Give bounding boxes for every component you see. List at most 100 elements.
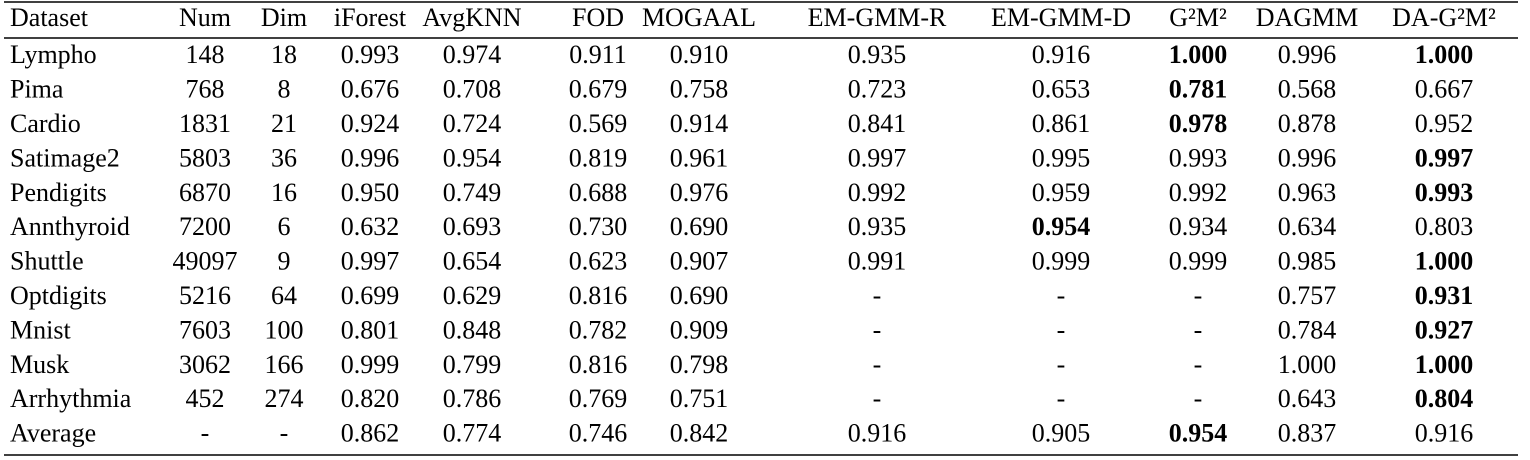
table-cell: 0.907 <box>670 247 729 276</box>
table-cell: - <box>1194 281 1203 310</box>
table-cell: - <box>1194 350 1203 379</box>
row-label: Mnist <box>10 315 71 344</box>
table-cell: 0.914 <box>670 109 729 138</box>
table-cell: 0.786 <box>443 384 502 413</box>
table-cell: 0.992 <box>1169 178 1228 207</box>
table-cell: - <box>280 419 289 448</box>
table-cell: - <box>1057 384 1066 413</box>
row-label: Shuttle <box>10 247 84 276</box>
table-cell: 0.992 <box>848 178 907 207</box>
table-cell: 0.997 <box>341 247 400 276</box>
table-cell: 0.799 <box>443 350 502 379</box>
header-cell: EM-GMM-R <box>808 3 947 32</box>
table-cell: 0.667 <box>1415 75 1474 104</box>
table-cell: 0.782 <box>569 315 628 344</box>
table-cell: - <box>873 281 882 310</box>
table-cell: 0.693 <box>443 212 502 241</box>
table-cell: 0.996 <box>1278 40 1337 69</box>
table-cell: 0.993 <box>1169 143 1228 172</box>
table-cell: 0.819 <box>569 143 628 172</box>
table-cell: 0.798 <box>670 350 729 379</box>
table-cell: 1.000 <box>1278 350 1337 379</box>
table-cell: 9 <box>278 247 291 276</box>
table-cell: 0.916 <box>1032 40 1091 69</box>
row-label: Optdigits <box>10 281 107 310</box>
table-cell: 0.959 <box>1032 178 1091 207</box>
table-cell: 7603 <box>179 315 231 344</box>
table-cell: 0.993 <box>1415 178 1474 207</box>
row-label: Pendigits <box>10 178 107 207</box>
table-cell: 0.997 <box>1415 143 1474 172</box>
table-cell: 0.623 <box>569 247 628 276</box>
table-cell: 0.848 <box>443 315 502 344</box>
table-cell: 64 <box>271 281 297 310</box>
table-cell: 0.816 <box>569 281 628 310</box>
table-cell: 0.909 <box>670 315 729 344</box>
row-label: Pima <box>10 75 64 104</box>
table-cell: - <box>1194 384 1203 413</box>
table-cell: 0.801 <box>341 315 400 344</box>
table-cell: 16 <box>271 178 297 207</box>
table-cell: 0.749 <box>443 178 502 207</box>
table-cell: 1.000 <box>1169 40 1228 69</box>
table-cell: 166 <box>265 350 304 379</box>
table-cell: 18 <box>271 40 297 69</box>
header-cell: FOD <box>572 3 624 32</box>
table-cell: 0.708 <box>443 75 502 104</box>
table-cell: - <box>873 384 882 413</box>
table-cell: - <box>873 315 882 344</box>
table-cell: 1.000 <box>1415 40 1474 69</box>
table-cell: 274 <box>265 384 304 413</box>
table-cell: 452 <box>186 384 225 413</box>
table-cell: 0.842 <box>670 419 729 448</box>
table-cell: - <box>201 419 210 448</box>
table-cell: - <box>1057 315 1066 344</box>
header-cell: MOGAAL <box>642 3 756 32</box>
table-cell: 1.000 <box>1415 247 1474 276</box>
table-cell: 0.676 <box>341 75 400 104</box>
table-cell: 0.996 <box>1278 143 1337 172</box>
table-cell: 0.862 <box>341 419 400 448</box>
table-cell: 0.952 <box>1415 109 1474 138</box>
table-cell: - <box>1194 315 1203 344</box>
table-cell: 0.757 <box>1278 281 1337 310</box>
table-cell: 0.954 <box>1032 212 1091 241</box>
table-cell: 0.997 <box>848 143 907 172</box>
table-cell: 0.690 <box>670 212 729 241</box>
table-cell: 0.996 <box>341 143 400 172</box>
table-cell: 0.935 <box>848 40 907 69</box>
table-cell: 21 <box>271 109 297 138</box>
header-cell: G²M² <box>1169 3 1227 32</box>
table-cell: 0.803 <box>1415 212 1474 241</box>
table-cell: 49097 <box>173 247 238 276</box>
table-cell: 0.569 <box>569 109 628 138</box>
table-cell: 0.730 <box>569 212 628 241</box>
table-cell: 0.632 <box>341 212 400 241</box>
row-label: Musk <box>10 350 69 379</box>
table-cell: 0.746 <box>569 419 628 448</box>
table-cell: 0.568 <box>1278 75 1337 104</box>
table-cell: 0.999 <box>1169 247 1228 276</box>
header-cell: Num <box>179 3 231 32</box>
row-label: Arrhythmia <box>10 384 132 413</box>
table-cell: 0.751 <box>670 384 729 413</box>
table-cell: 0.820 <box>341 384 400 413</box>
table-cell: 1.000 <box>1415 350 1474 379</box>
table-cell: - <box>1057 350 1066 379</box>
table-cell: 0.643 <box>1278 384 1337 413</box>
header-cell: DAGMM <box>1256 3 1359 32</box>
header-cell: iForest <box>334 3 407 32</box>
table-cell: 0.653 <box>1032 75 1091 104</box>
table-cell: 0.978 <box>1169 109 1228 138</box>
table-cell: 0.910 <box>670 40 729 69</box>
table-cell: 0.916 <box>1415 419 1474 448</box>
table-cell: 3062 <box>179 350 231 379</box>
table-cell: 0.861 <box>1032 109 1091 138</box>
table-cell: 0.804 <box>1415 384 1474 413</box>
table-cell: 0.976 <box>670 178 729 207</box>
table-cell: 7200 <box>179 212 231 241</box>
table-cell: 0.878 <box>1278 109 1337 138</box>
table-cell: 6 <box>278 212 291 241</box>
row-label: Cardio <box>10 109 81 138</box>
row-label: Average <box>10 419 96 448</box>
